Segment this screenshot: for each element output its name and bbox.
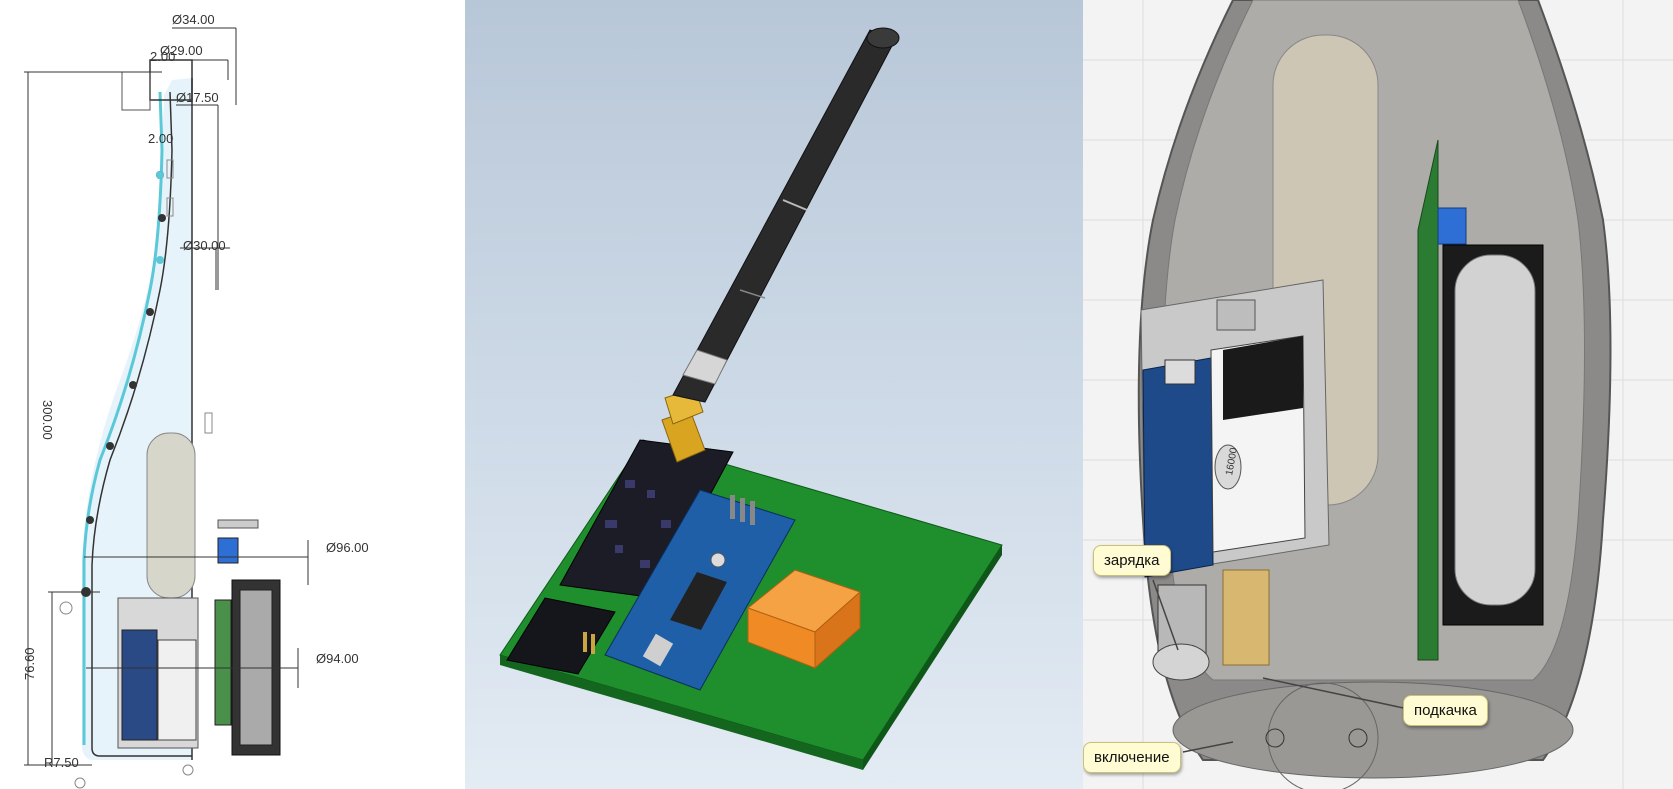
dimension-lines <box>24 27 309 766</box>
radio-shield <box>1223 336 1303 420</box>
spline-point-cyan <box>156 256 164 264</box>
inner-profile-line <box>91 91 192 757</box>
bottle-bottom <box>1172 681 1574 779</box>
switch-bracket <box>217 519 259 529</box>
callout-power: включение <box>1083 742 1181 773</box>
vertical-pcb <box>1417 139 1439 661</box>
enclosure-render-panel: 16000 зарядка подкачка включение <box>1083 0 1673 789</box>
radio-module-components <box>605 480 671 568</box>
radio-pins <box>583 632 595 654</box>
main-pcb-edge-side <box>863 545 1002 770</box>
bottom-ring <box>1267 682 1379 789</box>
neck-valve <box>121 71 151 111</box>
battery-cylinder <box>146 432 196 599</box>
switch-blue <box>217 537 239 564</box>
callout-leaders <box>1152 579 1414 753</box>
blue-component <box>1437 207 1467 245</box>
usb-port <box>1164 359 1196 385</box>
arduino-usb <box>642 633 674 667</box>
dim-diameter-30: Ø30.00 <box>183 238 226 253</box>
constraint-glyphs <box>59 159 213 789</box>
dim-2-top: 2.00 <box>150 49 175 64</box>
dim-2-mid: 2.00 <box>148 131 173 146</box>
board-render-panel <box>465 0 1083 789</box>
dim-diameter-94: Ø94.00 <box>316 651 359 666</box>
dim-height-76-6: 76.60 <box>22 647 37 680</box>
radio-module-side <box>157 639 197 741</box>
outer-profile-line <box>82 91 164 745</box>
main-pcb <box>499 439 1003 761</box>
relay-side <box>814 590 861 670</box>
battery-cell <box>1454 254 1536 606</box>
enclosure-canvas: 16000 <box>1083 0 1673 789</box>
dim-diameter-17-5: Ø17.50 <box>176 90 219 105</box>
pump-hole <box>1348 728 1368 748</box>
ic-block <box>1216 299 1256 331</box>
dim-diameter-29: Ø29.00 <box>160 43 203 58</box>
crystal-label: 16000 <box>1224 447 1240 477</box>
reset-button <box>710 552 726 568</box>
radio-module-board <box>559 439 734 599</box>
technical-drawing-panel: Ø34.00 Ø29.00 2.00 Ø17.50 2.00 Ø30.00 30… <box>0 0 465 789</box>
spline-point-cyan <box>156 171 164 179</box>
antenna <box>672 27 900 403</box>
crystal <box>1214 444 1242 490</box>
charging-jack-face <box>1152 643 1210 681</box>
dim-radius-7-5: R7.50 <box>44 755 79 770</box>
callout-pump: подкачка <box>1403 695 1488 726</box>
drawing-canvas: Ø34.00 Ø29.00 2.00 Ø17.50 2.00 Ø30.00 30… <box>22 12 369 789</box>
callout-charging: зарядка <box>1093 545 1171 576</box>
header-pins <box>730 495 755 525</box>
board-canvas <box>499 27 1003 770</box>
power-button-hole <box>1265 728 1285 748</box>
spline-points <box>81 171 166 597</box>
radio-module-lower <box>506 597 616 675</box>
dim-diameter-34: Ø34.00 <box>172 12 215 27</box>
pcb-side <box>214 599 232 726</box>
pump-valve <box>1222 569 1270 666</box>
arduino-mcu <box>670 572 727 630</box>
arduino-side <box>121 629 158 741</box>
dim-length-300: 300.00 <box>40 400 55 440</box>
charging-jack <box>1157 584 1207 656</box>
main-pcb-edge <box>500 655 863 770</box>
dim-diameter-96: Ø96.00 <box>326 540 369 555</box>
